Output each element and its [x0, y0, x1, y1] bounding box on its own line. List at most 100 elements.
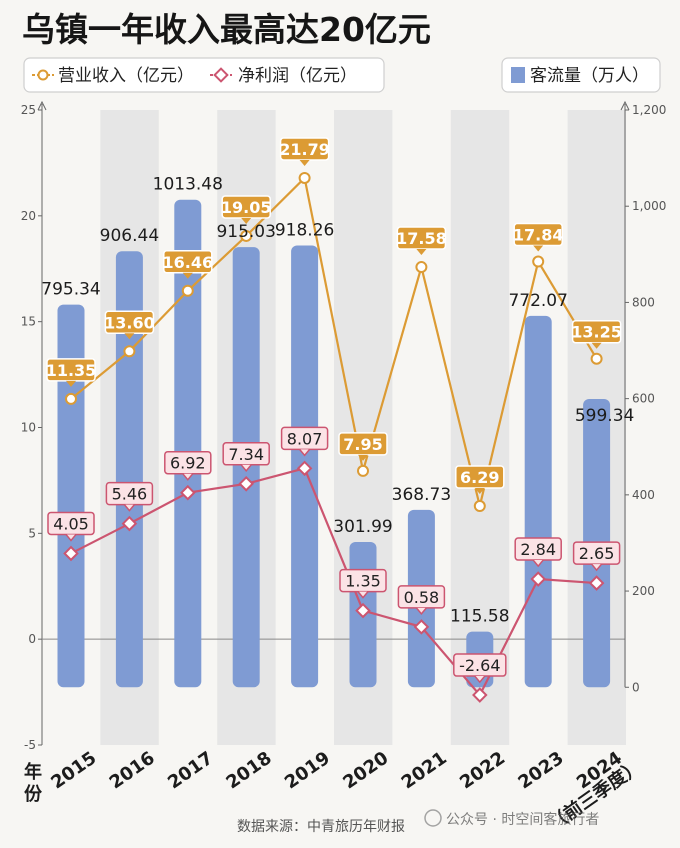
bar-label-2015: 795.34	[41, 280, 100, 300]
net-profit-label-2023: 2.84	[514, 537, 562, 568]
right-tick-label: 600	[632, 392, 655, 406]
revenue-label-2024（前三季度）: 13.25	[571, 319, 622, 349]
net-profit-label-2017: 6.92	[164, 450, 212, 481]
left-tick-label: 15	[21, 315, 36, 329]
net-profit-label-text: 4.05	[53, 514, 89, 533]
revenue-label-2017: 16.46	[162, 250, 213, 279]
net-profit-point-2022	[472, 687, 488, 703]
wechat-icon	[424, 809, 442, 827]
revenue-label-2018: 19.05	[221, 195, 272, 224]
x-tick-2018: 2018	[222, 748, 275, 794]
net-profit-label-pointer	[532, 559, 544, 568]
x-tick-2021: 2021	[398, 748, 451, 794]
revenue-label-pointer	[358, 454, 368, 461]
net-profit-label-text: -2.64	[459, 656, 500, 675]
net-profit-point-2021	[413, 619, 430, 635]
net-profit-point-2024（前三季度）	[588, 575, 605, 591]
net-profit-label-pointer	[474, 675, 486, 684]
bar-label-2018: 915.03	[216, 222, 275, 242]
legend-right: 客流量（万人）	[501, 57, 661, 93]
revenue-label-text: 19.05	[221, 198, 272, 217]
revenue-label-2019: 21.79	[279, 137, 330, 166]
revenue-label-text: 21.79	[279, 140, 330, 159]
net-profit-label-pointer	[65, 533, 77, 542]
watermark: 公众号 · 时空间客旅行者	[424, 809, 599, 828]
net-profit-point-2019	[296, 460, 313, 477]
net-profit-label-pointer	[240, 464, 252, 472]
revenue-label-pointer	[241, 217, 252, 224]
left-tick-label: -5	[24, 738, 36, 752]
revenue-label-text: 17.84	[513, 226, 564, 245]
legend-left: 营业收入（亿元） 净利润（亿元）	[23, 57, 385, 93]
revenue-label-pointer	[533, 245, 544, 252]
net-profit-label-2019: 8.07	[280, 426, 329, 457]
net-profit-label-text: 2.65	[579, 544, 615, 563]
right-tick-label: 1,000	[632, 199, 666, 213]
net-profit-polyline	[70, 467, 597, 698]
net-profit-label-2016: 5.46	[105, 481, 154, 512]
revenue-point-2021	[415, 261, 428, 274]
net-profit-point-2016	[121, 515, 138, 532]
net-profit-label-2018: 7.34	[222, 442, 270, 472]
legend-revenue-marker	[37, 69, 49, 81]
net-profit-point-2020	[355, 602, 371, 619]
x-axis-title-1: 年	[24, 761, 42, 783]
right-tick-label: 800	[632, 295, 655, 309]
revenue-label-text: 13.25	[571, 323, 622, 342]
net-profit-label-pointer	[357, 591, 369, 599]
revenue-line	[65, 171, 603, 513]
legend-visitors-label: 客流量（万人）	[530, 66, 649, 86]
legend-visitors-swatch	[511, 67, 525, 83]
bar-label-2019: 918.26	[275, 221, 334, 241]
net-profit-label-pointer	[299, 448, 311, 457]
revenue-label-text: 6.29	[460, 468, 499, 487]
bar-label-2020: 301.99	[333, 517, 392, 537]
revenue-label-text: 17.58	[396, 229, 447, 248]
revenue-label-text: 16.46	[162, 253, 213, 272]
revenue-label-2022: 6.29	[455, 465, 505, 495]
net-profit-label-text: 6.92	[170, 454, 206, 473]
bar-2023	[524, 315, 552, 688]
bar-label-2024（前三季度）: 599.34	[575, 406, 634, 426]
net-profit-label-text: 5.46	[112, 485, 148, 504]
legend-net-profit-label: 净利润（亿元）	[238, 66, 357, 86]
legend-net-profit-marker	[213, 67, 229, 83]
net-profit-label-2020: 1.35	[339, 568, 387, 599]
net-profit-label-text: 8.07	[287, 429, 323, 448]
net-profit-label-text: 1.35	[345, 572, 381, 591]
revenue-label-2021: 17.58	[396, 226, 447, 256]
revenue-label-text: 7.95	[343, 435, 382, 454]
right-tick-label: 1,200	[632, 103, 666, 117]
x-tick-2019: 2019	[281, 748, 334, 794]
left-tick-label: 20	[21, 209, 36, 223]
net-profit-label-2021: 0.58	[397, 585, 446, 616]
bar-label-2016: 906.44	[100, 226, 159, 246]
bar-2017	[174, 199, 202, 688]
revenue-label-pointer	[182, 272, 193, 279]
revenue-point-2022	[473, 500, 486, 513]
revenue-point-2018	[240, 229, 253, 242]
net-profit-label-pointer	[182, 473, 194, 481]
revenue-polyline	[70, 175, 598, 507]
revenue-label-2016: 13.60	[104, 310, 155, 340]
right-axis-arrow	[620, 100, 630, 111]
net-profit-line	[63, 460, 605, 703]
watermark-text: 公众号 · 时空间客旅行者	[446, 811, 599, 828]
visitor-bars	[57, 199, 611, 688]
revenue-point-2019	[298, 171, 311, 184]
revenue-label-pointer	[474, 488, 485, 495]
x-tick-2015: 2015	[47, 748, 100, 794]
revenue-point-2020	[357, 464, 369, 477]
net-profit-point-2017	[180, 484, 196, 501]
net-profit-label-pointer	[123, 504, 135, 512]
x-tick-2017: 2017	[164, 748, 217, 794]
bar-2015	[57, 304, 85, 688]
left-axis-arrow	[37, 100, 47, 111]
revenue-label-2023: 17.84	[513, 222, 564, 252]
net-profit-label-text: 0.58	[404, 588, 440, 607]
x-axis-title-2: 份	[24, 783, 43, 805]
net-profit-label-2024（前三季度）: 2.65	[572, 541, 621, 572]
net-profit-point-2015	[63, 545, 79, 562]
